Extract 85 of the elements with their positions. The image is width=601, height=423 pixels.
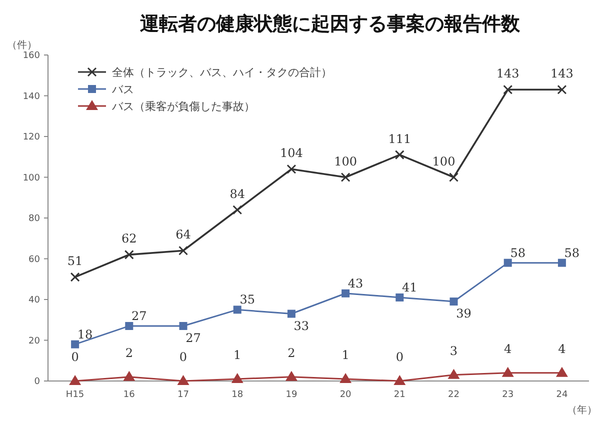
x-tick-label: 18 — [232, 390, 244, 400]
point — [556, 366, 568, 377]
data-label: 62 — [122, 232, 137, 246]
data-label: 100 — [334, 154, 358, 168]
point — [557, 84, 567, 94]
point — [558, 258, 566, 267]
x-tick-label: H15 — [66, 390, 84, 400]
point — [340, 372, 352, 383]
data-label: 100 — [432, 154, 456, 168]
x-tick-label: 22 — [448, 390, 460, 400]
legend-label: 全体（トラック、バス、ハイ・タクの合計） — [112, 66, 332, 79]
y-tick-label: 60 — [28, 254, 40, 265]
point — [179, 322, 188, 330]
data-label: 0 — [179, 350, 188, 364]
data-label: 35 — [240, 292, 255, 307]
data-label: 2 — [288, 346, 296, 360]
point — [177, 375, 190, 385]
point — [124, 250, 134, 260]
data-label: 1 — [342, 348, 350, 362]
data-label: 41 — [402, 280, 418, 294]
x-tick-label: 21 — [394, 390, 406, 400]
data-label: 2 — [125, 346, 133, 360]
point — [394, 150, 404, 160]
point — [448, 368, 460, 379]
point — [449, 172, 458, 182]
point — [70, 272, 80, 282]
y-tick-label: 80 — [28, 214, 40, 224]
point — [342, 289, 350, 298]
point — [285, 370, 298, 381]
data-label: 51 — [67, 254, 83, 268]
point — [178, 246, 188, 256]
x-axis-title: （年） — [567, 404, 597, 416]
y-tick-label: 0 — [34, 377, 40, 387]
x-tick-label: 24 — [556, 390, 568, 400]
point — [286, 164, 296, 174]
legend-label: バス — [111, 83, 134, 96]
data-label: 27 — [132, 308, 147, 323]
point — [504, 258, 512, 267]
data-label: 4 — [504, 342, 512, 356]
data-label: 0 — [71, 350, 79, 364]
point — [394, 375, 406, 385]
x-tick-label: 19 — [286, 390, 298, 400]
point — [502, 366, 514, 377]
y-tick-label: 120 — [22, 132, 40, 142]
data-label: 39 — [456, 306, 472, 321]
point — [69, 375, 82, 385]
data-label: 143 — [550, 66, 574, 81]
point — [287, 310, 296, 318]
y-tick-label: 40 — [28, 296, 40, 306]
point — [503, 84, 513, 94]
data-label: 33 — [294, 318, 310, 333]
data-label: 27 — [186, 330, 201, 345]
point — [450, 298, 458, 306]
data-label: 58 — [564, 246, 580, 260]
y-tick-label: 20 — [28, 336, 40, 346]
point — [71, 340, 80, 348]
data-label: 111 — [388, 132, 412, 146]
point — [232, 205, 242, 215]
data-label: 43 — [348, 276, 364, 290]
x-tick-label: 20 — [340, 390, 352, 400]
legend-label: バス（乗客が負傷した事故） — [111, 100, 255, 113]
y-tick-label: 140 — [22, 92, 40, 102]
data-label: 64 — [176, 228, 192, 242]
point — [233, 306, 242, 314]
point — [125, 322, 134, 330]
x-tick-label: 16 — [123, 390, 136, 400]
data-label: 143 — [496, 66, 520, 81]
point — [396, 293, 404, 302]
data-label: 3 — [450, 344, 458, 358]
data-label: 58 — [510, 246, 526, 260]
data-label: 1 — [234, 348, 242, 362]
data-label: 4 — [558, 342, 566, 356]
data-label: 84 — [230, 186, 246, 201]
data-label: 104 — [280, 146, 304, 160]
y-axis-title: （件） — [7, 40, 37, 51]
point — [340, 172, 350, 182]
data-label: 0 — [396, 350, 404, 364]
x-tick-label: 23 — [502, 390, 514, 400]
data-label: 18 — [77, 327, 93, 342]
y-tick-label: 160 — [22, 51, 40, 61]
point — [123, 370, 136, 381]
y-tick-label: 100 — [22, 173, 40, 184]
point — [231, 372, 244, 383]
chart-title: 運転者の健康状態に起因する事案の報告件数 — [139, 13, 521, 35]
x-tick-label: 17 — [178, 390, 189, 400]
